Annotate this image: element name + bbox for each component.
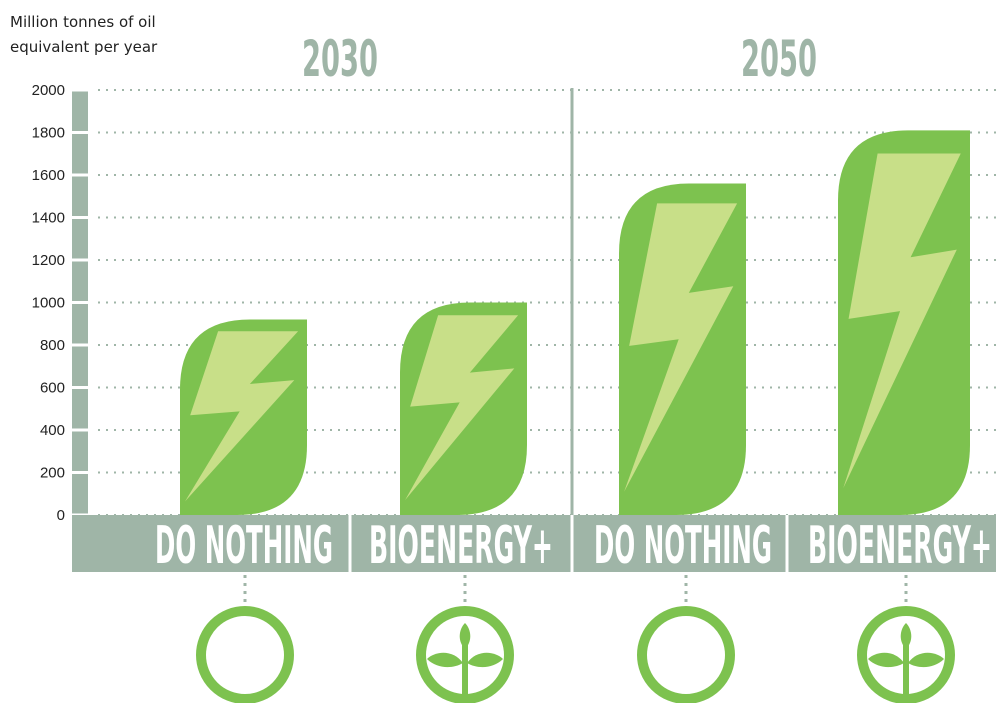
y-axis-label: equivalent per year: [10, 38, 158, 56]
y-tick-label: 400: [40, 422, 65, 439]
plant-icon: [427, 623, 503, 695]
y-tick-label: 1600: [32, 167, 65, 184]
plant-leaf: [467, 652, 503, 668]
bolt-icon: [843, 153, 961, 489]
group-label: 2050: [741, 30, 817, 88]
group-label: 2030: [302, 30, 378, 88]
y-tick-label: 2000: [32, 82, 65, 99]
y-tick-label: 1000: [32, 294, 65, 311]
bolt-icon: [624, 203, 738, 492]
plant-stem: [903, 645, 909, 695]
category-label: DO NOTHING: [594, 516, 772, 576]
plant-icon: [868, 623, 944, 695]
icon-circle: [637, 606, 735, 703]
y-tick-label: 600: [40, 379, 65, 396]
plant-leaf: [900, 623, 912, 649]
y-tick-label: 800: [40, 337, 65, 354]
y-tick-label: 1800: [32, 124, 65, 141]
plant-leaf: [459, 623, 471, 649]
y-tick-label: 1200: [32, 252, 65, 269]
category-band: [72, 515, 996, 572]
plant-stem: [462, 645, 468, 695]
plant-leaf: [868, 652, 904, 668]
bolt-icon: [405, 315, 519, 501]
plant-leaf: [908, 652, 944, 668]
bolt-icon: [185, 331, 299, 502]
category-label: DO NOTHING: [155, 516, 333, 576]
icon-circle: [416, 606, 514, 703]
y-tick-label: 200: [40, 464, 65, 481]
y-axis-label: Million tonnes of oil: [10, 13, 156, 31]
category-label: BIOENERGY+: [808, 516, 992, 576]
category-label: BIOENERGY+: [369, 516, 553, 576]
plant-leaf: [427, 652, 463, 668]
icon-circle: [857, 606, 955, 703]
y-tick-label: 0: [57, 507, 65, 524]
y-tick-label: 1400: [32, 209, 65, 226]
icon-circle: [196, 606, 294, 703]
